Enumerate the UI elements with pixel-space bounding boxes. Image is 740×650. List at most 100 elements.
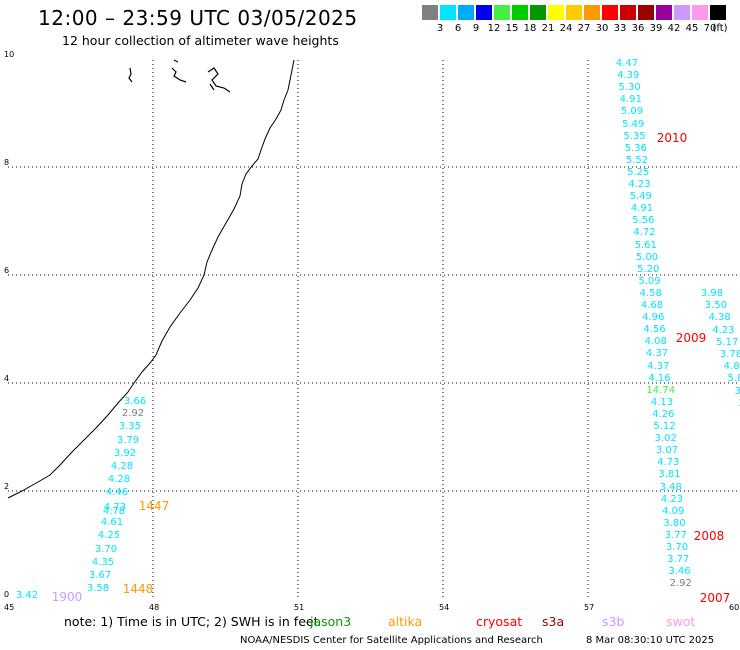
- wave-height-label: 4.08: [644, 336, 667, 348]
- wave-height-label: 4.91: [630, 203, 654, 215]
- wave-height-label: 3.77: [664, 529, 687, 541]
- wave-height-label: 4.25: [97, 530, 121, 541]
- wave-height-label: 4.38: [708, 312, 731, 324]
- legend-label: (ft): [712, 23, 728, 34]
- timestamp: 8 Mar 08:30:10 UTC 2025: [586, 635, 715, 646]
- legend-swatch: [602, 5, 618, 20]
- wave-height-label: 3.92: [113, 448, 137, 459]
- wave-height-label: 5.86: [727, 373, 740, 385]
- wave-height-label: 4.86: [723, 361, 740, 373]
- x-tick-label: 45: [4, 603, 15, 612]
- wave-height-label: 4.61: [100, 517, 124, 528]
- wave-height-label: 4.26: [652, 408, 675, 420]
- legend-label: 39: [649, 23, 663, 34]
- legend-label: 9: [472, 23, 480, 34]
- wave-height-label: 4.09: [662, 505, 685, 517]
- wave-height-label: 3.70: [665, 542, 689, 553]
- y-tick-label: 10: [4, 50, 15, 59]
- wave-height-label: 4.23: [628, 179, 651, 190]
- wave-height-label: 3.78: [719, 349, 740, 360]
- pass-time-label: 1900: [51, 590, 83, 604]
- legend-swatch: [548, 5, 564, 20]
- x-tick-label: 60: [729, 603, 740, 612]
- pass-time-label: 2010: [656, 131, 688, 145]
- wave-height-label: 3.98: [700, 288, 724, 299]
- wave-height-label: 4.78: [102, 506, 126, 517]
- wave-height-label: 4.58: [639, 287, 662, 299]
- wave-height-label: 3.66: [123, 396, 147, 407]
- legend-swatch: [656, 5, 672, 20]
- pass-time-label: 2008: [693, 529, 725, 543]
- wave-height-label: 4.73: [657, 457, 680, 469]
- wave-height-label: 4.91: [619, 94, 642, 106]
- wave-height-label: 3.35: [118, 421, 142, 432]
- wave-height-label: 4.46: [105, 487, 129, 498]
- wave-height-label: 5.36: [624, 142, 647, 154]
- map-title: 12:00 – 23:59 UTC 03/05/2025: [38, 6, 358, 30]
- wave-height-label: 4.56: [643, 324, 666, 336]
- coastline: [7, 59, 295, 499]
- legend-label: 12: [487, 23, 501, 34]
- wave-height-label: 3.48: [659, 481, 682, 493]
- legend-swatch: [584, 5, 600, 20]
- wave-height-label: 4.37: [645, 348, 669, 360]
- wave-height-label: 5.49: [622, 118, 645, 130]
- wave-height-label: 2.92: [669, 578, 692, 590]
- legend-label: 3: [436, 23, 444, 34]
- y-tick-label: 4: [4, 374, 10, 383]
- credit-line: NOAA/NESDIS Center for Satellite Applica…: [240, 635, 543, 646]
- y-tick-label: 6: [4, 266, 10, 275]
- x-tick-label: 57: [584, 603, 595, 612]
- wave-height-label: 4.28: [110, 461, 134, 472]
- wave-height-label: 5.12: [653, 421, 676, 432]
- legend-swatch: [638, 5, 654, 20]
- footer-note: note: 1) Time is in UTC; 2) SWH is in fe…: [64, 614, 319, 629]
- island-1: [128, 67, 133, 83]
- legend-swatch: [476, 5, 492, 20]
- pass-time-label: 1447: [138, 499, 170, 513]
- wave-height-label: 5.61: [634, 239, 657, 251]
- satellite-s3a: s3a: [542, 614, 565, 629]
- wave-height-label: 4.39: [617, 70, 640, 82]
- wave-height-label: 5.52: [625, 154, 649, 166]
- wave-height-label: 5.00: [635, 251, 659, 263]
- wave-height-label: 5.20: [637, 263, 660, 275]
- legend-swatch: [458, 5, 474, 20]
- wave-height-label: 5.09: [620, 106, 644, 118]
- satellite-s3b: s3b: [602, 614, 625, 629]
- wave-height-label: 3.81: [658, 469, 681, 481]
- x-tick-label: 48: [149, 603, 160, 612]
- wave-height-label: 4.28: [107, 474, 131, 485]
- wave-height-label: 4.47: [615, 58, 639, 69]
- legend-label: 21: [541, 23, 555, 34]
- legend-swatch: [530, 5, 546, 20]
- satellite-jason3: jason3: [310, 614, 352, 629]
- wave-height-label: 14.74: [646, 384, 676, 396]
- satellite-swot: swot: [666, 614, 696, 629]
- pass-time-label: 2009: [675, 331, 707, 345]
- pass-time-label: 2007: [699, 591, 731, 605]
- legend-swatch: [620, 5, 636, 20]
- wave-height-label: 3.3: [738, 398, 740, 409]
- wave-height-label: 3.50: [704, 300, 727, 312]
- wave-height-label: 5.25: [627, 166, 650, 178]
- wave-height-label: 4.37: [647, 360, 670, 372]
- wave-height-label: 3.46: [668, 566, 691, 578]
- wave-height-label: 4.13: [650, 396, 674, 408]
- wave-height-label: 5.30: [618, 82, 641, 94]
- y-tick-label: 2: [4, 482, 10, 491]
- pass-time-label: 1448: [122, 582, 154, 596]
- legend-label: 36: [631, 23, 645, 34]
- wave-height-label: 4.96: [642, 312, 665, 324]
- y-tick-label: 8: [4, 158, 10, 167]
- x-tick-label: 51: [294, 603, 305, 612]
- wave-height-label: 3.70: [94, 544, 118, 555]
- wave-height-label: 3.80: [663, 517, 686, 529]
- wave-height-label: 3.67: [88, 570, 112, 581]
- legend-swatch: [710, 5, 726, 20]
- legend-label: 45: [685, 23, 699, 34]
- legend-label: 18: [523, 23, 537, 34]
- legend-label: 30: [595, 23, 609, 34]
